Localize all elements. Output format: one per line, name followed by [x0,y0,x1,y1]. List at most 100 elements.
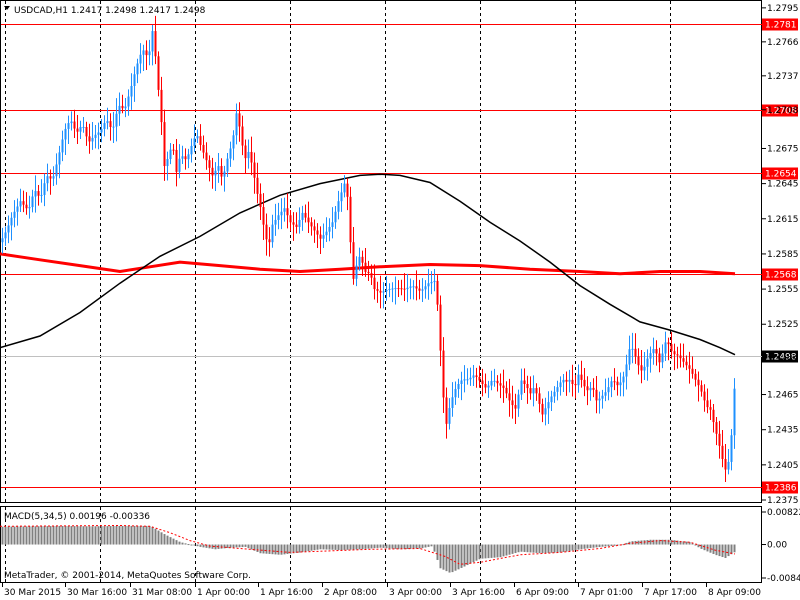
macd-bar [649,539,652,545]
candle-body [565,379,568,382]
macd-bar [49,526,52,545]
candle-body [433,280,436,283]
macd-bar [268,544,271,554]
candle-body [193,138,196,146]
macd-bar [199,544,202,547]
candle-body [196,136,199,139]
candle-body [397,288,400,290]
macd-y-tick-label: -0.00846 [767,574,800,584]
macd-bar [133,525,136,545]
candle-body [682,358,685,362]
macd-bar [394,544,397,549]
macd-bar [196,544,199,547]
candle-body [292,222,295,225]
candle-body [106,121,109,124]
macd-bar [568,544,571,552]
ma-fast-line [0,252,736,276]
x-tick-label: 8 Apr 09:00 [708,588,761,598]
candle-body [97,132,100,135]
macd-bar [13,526,16,545]
candle-body [22,201,25,205]
macd-bar [61,525,64,545]
chart-menu-triangle-icon[interactable] [4,6,10,10]
macd-bar [76,526,79,545]
macd-bar [301,544,304,553]
candle-body [229,148,232,159]
macd-bar [661,539,664,545]
macd-bar [718,544,721,557]
candle-body [415,286,418,289]
candle-body [1,238,4,243]
candle-body [502,385,505,388]
macd-bar [421,544,424,549]
macd-bar [283,544,286,555]
x-tick-label: 3 Apr 16:00 [452,588,505,598]
candle-body [574,383,577,386]
macd-bar [193,544,196,546]
x-tick-label: 2 Apr 08:00 [324,588,377,598]
macd-bar [55,525,58,545]
candle-body [532,388,535,394]
candle-body [517,394,520,409]
candle-body [301,212,304,220]
candle-body [211,167,214,176]
macd-bar [508,544,511,555]
candle-body [295,224,298,227]
level-label: 1.2708 [765,107,797,117]
candle-body [283,208,286,212]
candle-body [319,234,322,239]
candle-body [475,375,478,377]
candle-body [169,149,172,160]
candle-body [115,113,118,127]
macd-bar [340,544,343,551]
candle-body [472,375,475,378]
macd-y-tick-label: 0.00822 [767,508,800,518]
macd-bar [322,544,325,550]
candle-body [364,262,367,272]
macd-bar [667,539,670,545]
candle-body [361,256,364,263]
y-tick-label: 1.2766 [767,38,799,48]
candle-body [670,344,673,352]
candle-body [529,388,532,394]
candle-body [238,113,241,127]
macd-bar [436,544,439,560]
macd-bar [403,544,406,550]
macd-bar [184,543,187,545]
candle-body [88,136,91,142]
macd-bar [448,544,451,573]
macd-bar [370,544,373,549]
candle-body [307,217,310,223]
macd-bar [397,544,400,550]
candle-body [322,235,325,239]
macd-bar [379,544,382,548]
candle-body [31,196,34,208]
moving-averages [0,173,736,356]
candle-body [430,282,433,284]
macd-bar [526,544,529,553]
macd-bar [328,544,331,550]
candle-body [463,379,466,381]
macd-bar [523,544,526,552]
macd-bar [388,544,391,549]
macd-bar [256,544,259,552]
candle-body [313,226,316,231]
macd-bar [316,544,319,550]
y-tick-label: 1.2465 [767,391,799,401]
candle-body [133,74,136,86]
candle-body [112,126,115,128]
macd-bar [520,544,523,552]
candle-body [457,383,460,390]
macd-bar [37,526,40,545]
macd-bar [34,526,37,545]
macd-bar [121,525,124,545]
macd-bar [466,544,469,566]
macd-bar [454,544,457,571]
macd-bar [262,544,265,554]
macd-bar [112,526,115,545]
x-tick-label: 31 Mar 08:00 [132,588,192,598]
macd-bar [313,544,316,551]
candle-body [151,31,154,52]
candle-body [352,242,355,279]
